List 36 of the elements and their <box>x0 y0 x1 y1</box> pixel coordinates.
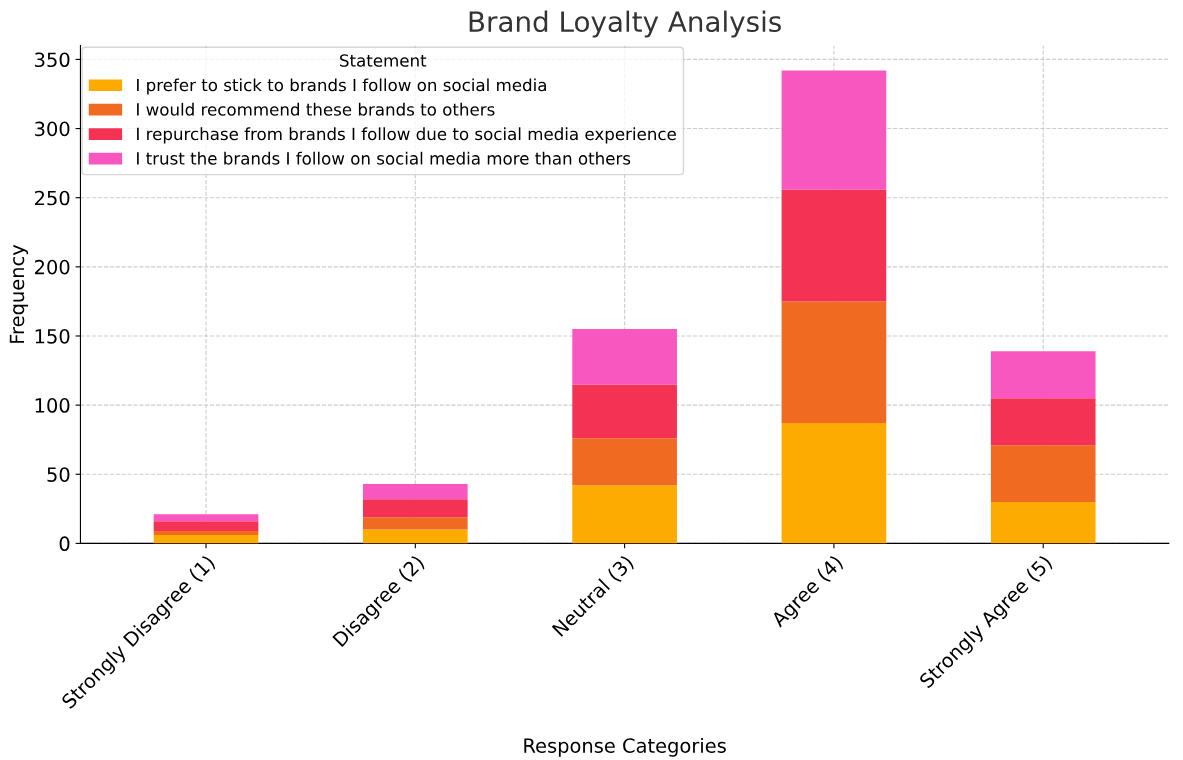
legend-label: I trust the brands I follow on social media more than others <box>137 151 631 165</box>
bar <box>781 301 887 424</box>
y-axis-title: Frequency <box>9 244 29 343</box>
bar <box>572 384 677 439</box>
bar <box>990 445 1096 502</box>
y-tick-label: 0 <box>59 536 70 552</box>
legend-title: Statement <box>340 54 427 67</box>
y-tick-label: 250 <box>35 190 70 206</box>
bar <box>572 329 677 385</box>
bar <box>153 530 259 536</box>
bar <box>572 438 677 486</box>
bar <box>363 483 468 500</box>
y-tick-label: 350 <box>35 52 70 68</box>
legend-label: I repurchase from brands I follow due to social media experience <box>137 127 676 144</box>
chart-title: Brand Loyalty Analysis <box>469 10 781 38</box>
bar <box>572 485 677 544</box>
bar <box>990 351 1096 399</box>
y-tick-label: 150 <box>35 328 70 344</box>
bar <box>990 501 1096 544</box>
bar <box>781 70 887 190</box>
y-tick-label: 300 <box>35 121 70 137</box>
y-tick-label: 200 <box>35 259 70 275</box>
y-tick-label: 100 <box>35 398 70 413</box>
bar <box>363 499 468 518</box>
bar <box>781 189 887 302</box>
bar <box>781 423 887 544</box>
legend-label: I would recommend these brands to others <box>137 102 495 116</box>
bar <box>363 529 468 544</box>
bar <box>363 517 468 530</box>
x-axis-title: Response Categories <box>524 737 726 757</box>
bar <box>990 398 1096 446</box>
bar <box>153 514 259 522</box>
bar <box>153 521 259 531</box>
y-tick-label: 50 <box>47 467 70 482</box>
bar <box>153 535 259 544</box>
legend-label: I prefer to stick to brands I follow on social media <box>137 78 546 95</box>
